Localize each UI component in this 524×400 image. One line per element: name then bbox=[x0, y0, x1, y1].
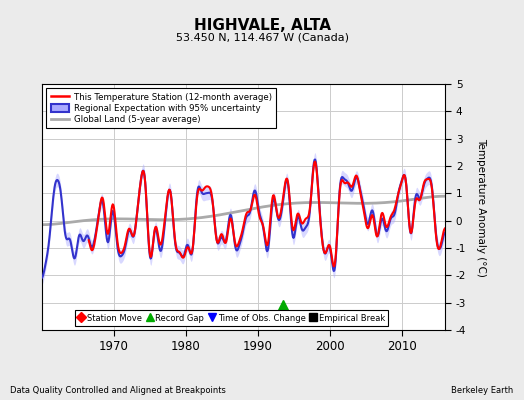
Y-axis label: Temperature Anomaly (°C): Temperature Anomaly (°C) bbox=[476, 138, 486, 276]
Text: 53.450 N, 114.467 W (Canada): 53.450 N, 114.467 W (Canada) bbox=[176, 32, 348, 42]
Text: HIGHVALE, ALTA: HIGHVALE, ALTA bbox=[193, 18, 331, 33]
Legend: Station Move, Record Gap, Time of Obs. Change, Empirical Break: Station Move, Record Gap, Time of Obs. C… bbox=[74, 310, 388, 326]
Text: Data Quality Controlled and Aligned at Breakpoints: Data Quality Controlled and Aligned at B… bbox=[10, 386, 226, 395]
Text: Berkeley Earth: Berkeley Earth bbox=[451, 386, 514, 395]
